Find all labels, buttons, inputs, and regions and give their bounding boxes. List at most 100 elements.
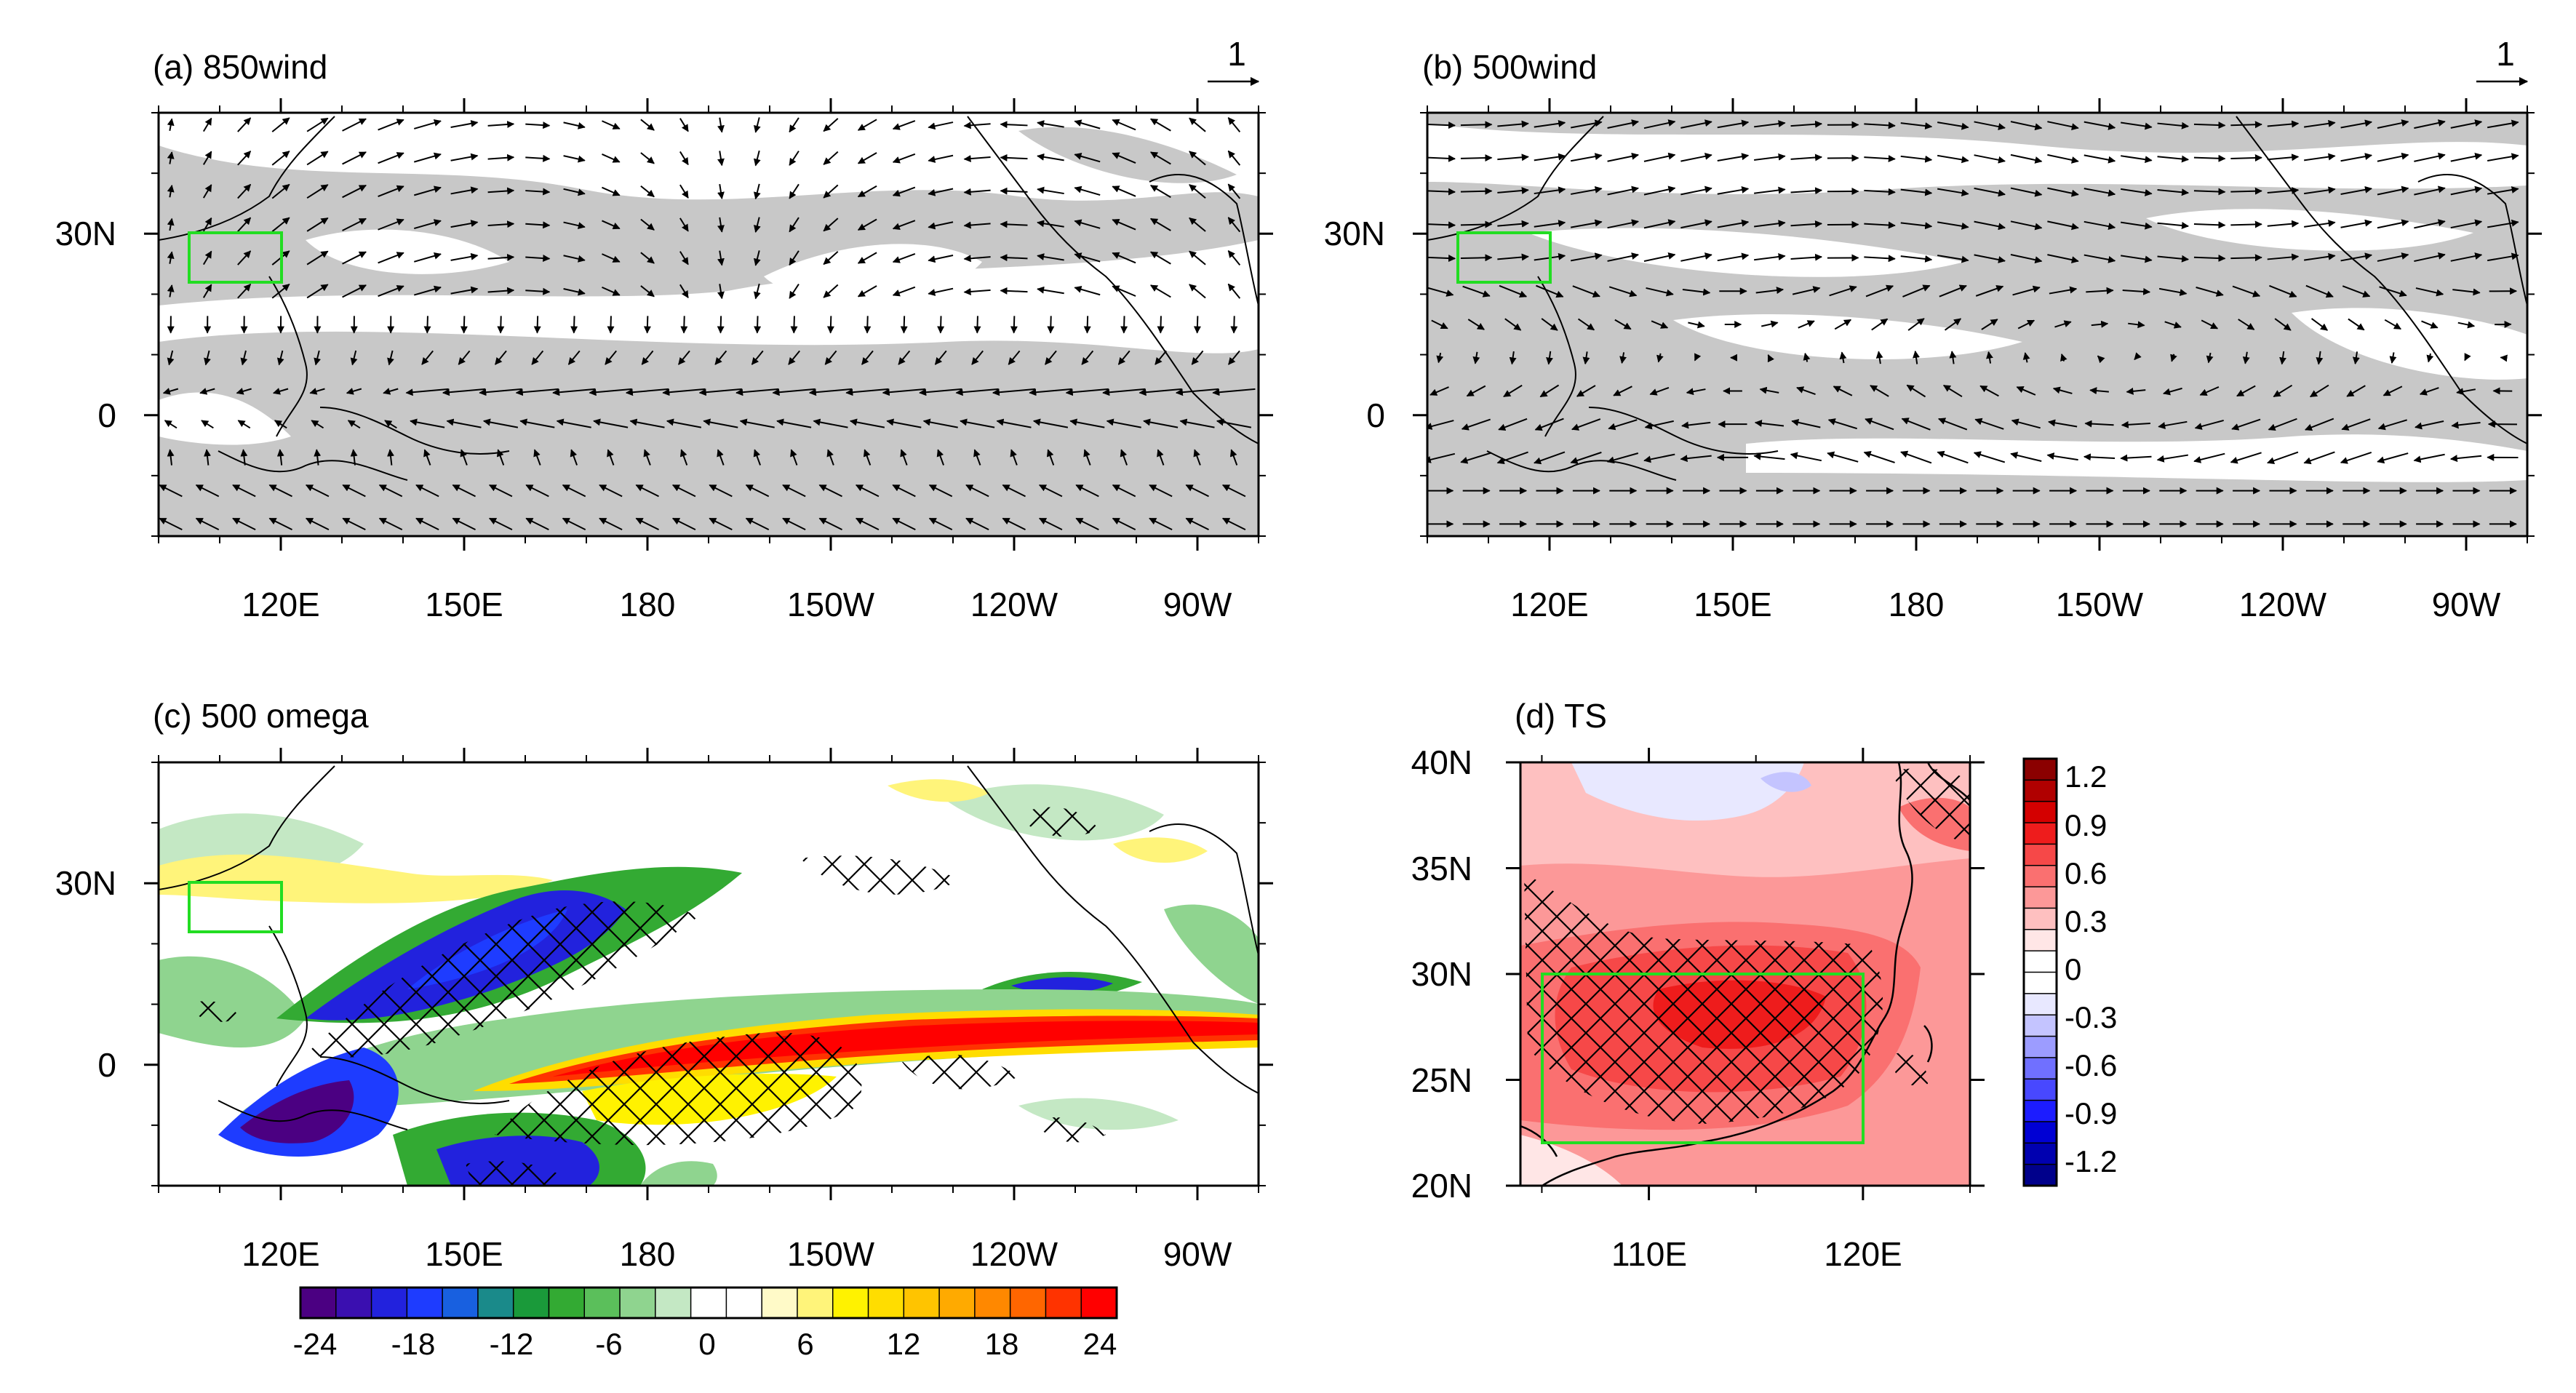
panel-c-cb-label-0: -24 xyxy=(293,1327,338,1361)
panel-a-wind-vector xyxy=(973,449,981,466)
panel-b-wind-vector xyxy=(2377,219,2409,229)
panel-a-wind-vector xyxy=(276,449,284,466)
panel-a-wind-vector xyxy=(717,316,725,334)
panel-a-wind-vector xyxy=(714,350,727,365)
panel-b-wind-vector xyxy=(2449,455,2482,463)
panel-b-wind-vector xyxy=(2304,119,2336,128)
panel-a-wind-vector xyxy=(487,153,515,161)
panel-a-wind-vector xyxy=(857,152,877,164)
panel-a-wind-vector xyxy=(662,388,706,396)
panel-b-wind-vector xyxy=(1864,255,1896,263)
panel-a-wind-vector xyxy=(698,388,742,396)
panel-a-wind-vector xyxy=(1120,449,1128,466)
panel-b-wind-vector xyxy=(2128,321,2145,329)
panel-b-wind-vector xyxy=(2163,387,2182,396)
panel-b-wind-vector xyxy=(2121,255,2153,263)
panel-a-wind-vector xyxy=(753,217,761,233)
panel-a-wind-vector xyxy=(268,484,292,498)
panel-d-colorbar-swatch xyxy=(2023,1121,2057,1144)
panel-c-xlabel-90W: 90W xyxy=(1163,1235,1232,1273)
panel-a-wind-vector xyxy=(992,388,1036,396)
panel-a-wind-vector xyxy=(813,418,848,428)
panel-b-wind-vector xyxy=(2310,318,2329,331)
panel-c-xlabel-180: 180 xyxy=(620,1235,676,1273)
panel-b-wind-vector xyxy=(1534,119,1566,128)
panel-b-wind-vector xyxy=(2377,185,2409,196)
panel-b-wind-vector xyxy=(2157,121,2190,129)
panel-a-wind-vector xyxy=(1175,388,1219,396)
panel-a-wind-vector xyxy=(1008,350,1021,365)
panel-a-wind-vector xyxy=(415,484,439,498)
panel-a-wind-vector xyxy=(680,316,688,334)
panel-a-wind-vector xyxy=(563,121,586,129)
panel-a-wind-vector xyxy=(666,418,702,428)
panel-b-wind-vector xyxy=(2084,420,2114,428)
panel-b-wind-vector xyxy=(1901,418,1931,431)
panel-b-wind-vector xyxy=(1460,452,1492,464)
panel-b-wind-vector xyxy=(1974,220,2006,231)
panel-a-wind-vector xyxy=(232,484,256,498)
panel-b-wind-vector xyxy=(1937,188,1969,197)
panel-d-colorbar-swatch xyxy=(2023,779,2057,802)
panel-a-wind-vector xyxy=(788,350,800,365)
panel-a-wind-vector xyxy=(167,217,175,231)
panel-b-wind-vector xyxy=(1536,284,1564,298)
panel-a-wind-vector xyxy=(1069,418,1105,428)
panel-b-wind-vector xyxy=(1717,119,1750,129)
panel-a-wind-vector xyxy=(789,217,799,233)
panel-a-wind-vector xyxy=(487,287,515,295)
panel-a-wind-vector xyxy=(378,517,403,531)
panel-b-wind-vector xyxy=(1429,386,1449,396)
panel-b-wind-vector xyxy=(1717,219,1750,228)
panel-d-colorbar-labels: 1.2 0.9 0.6 0.3 0 -0.3 -0.6 -0.9 -1.2 xyxy=(2065,759,2117,1178)
panel-c-axis-ticks xyxy=(144,748,1273,1200)
panel-a-wind-vector xyxy=(533,449,541,466)
panel-a-wind-vector xyxy=(442,388,486,396)
panel-a-wind-vector xyxy=(1074,285,1101,296)
panel-a-wind-vector xyxy=(1227,283,1241,299)
panel-a-wind-vector xyxy=(450,119,479,128)
panel-c-cb-label-5: 6 xyxy=(797,1327,813,1361)
panel-a-wind-vector xyxy=(1112,517,1136,531)
panel-d-ts: (d) TS 110E 120E 40N 35N 30N 25N 20N 1.2… xyxy=(1411,697,2118,1273)
panel-a-wind-vector xyxy=(525,484,549,498)
panel-a-wind-vector xyxy=(1227,250,1241,266)
panel-b-wind-vector xyxy=(2384,319,2402,330)
panel-b-wind-vector xyxy=(1906,384,1926,398)
panel-b-wind-vector xyxy=(2156,454,2189,463)
panel-d-cb-label-8: -1.2 xyxy=(2065,1144,2117,1178)
panel-c-coastlines xyxy=(159,765,1259,1130)
panel-b-wind-vector xyxy=(1541,318,1558,331)
panel-a-wind-vector xyxy=(823,118,839,132)
panel-b-wind-vector xyxy=(2012,285,2041,296)
panel-c-xlabel-150E: 150E xyxy=(425,1235,503,1273)
panel-a-wind-vector xyxy=(1075,484,1099,498)
panel-b-xlabel-120E: 120E xyxy=(1510,586,1588,623)
panel-b-wind-vector xyxy=(2377,452,2409,464)
panel-b-wind-vector xyxy=(1834,319,1852,330)
panel-c-xlabel-150W: 150W xyxy=(787,1235,875,1273)
panel-a-wind-vector xyxy=(1112,252,1136,264)
panel-a-wind-vector xyxy=(753,283,761,300)
panel-b-wind-vector xyxy=(2267,220,2300,228)
panel-a-wind-vector xyxy=(570,449,578,466)
panel-a-wind-vector xyxy=(635,517,659,531)
panel-a-wind-vector xyxy=(314,350,322,366)
panel-a-wind-vector xyxy=(1155,350,1167,365)
panel-a-wind-vector xyxy=(446,418,482,428)
panel-b-wind-vector xyxy=(1979,385,1999,397)
panel-a-wind-vector xyxy=(1227,183,1241,199)
panel-c-colorbar-swatch xyxy=(370,1287,408,1319)
panel-c-colorbar-swatch xyxy=(512,1287,550,1319)
panel-a-wind-vector xyxy=(479,388,522,396)
panel-b-wind-vector xyxy=(1827,451,1859,463)
panel-b-wind-vector xyxy=(2193,154,2226,162)
panel-b-wind-vector xyxy=(2267,253,2300,261)
panel-a-wind-vector xyxy=(525,221,551,229)
panel-b-wind-vector xyxy=(2340,451,2372,464)
panel-a-wind-vector xyxy=(1112,185,1136,197)
panel-c-colorbar-swatch xyxy=(1009,1287,1047,1319)
panel-a-wind-vector xyxy=(1229,449,1238,466)
panel-a-wind-vector xyxy=(342,118,367,132)
panel-b-wind-vector xyxy=(1790,153,1823,161)
